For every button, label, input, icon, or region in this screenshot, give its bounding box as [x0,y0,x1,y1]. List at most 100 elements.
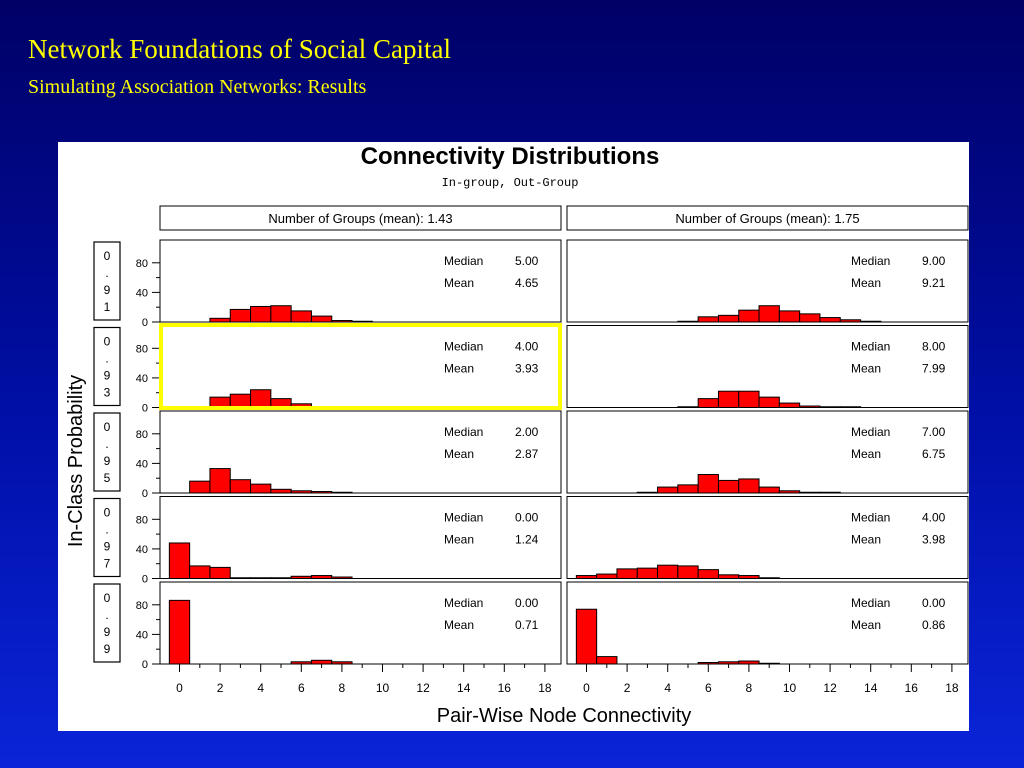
x-tick-label: 6 [298,681,305,695]
histogram-bar [839,319,862,323]
panel-frame [566,410,969,494]
y-tick-label: 40 [136,373,148,385]
histogram-bar [331,576,353,579]
column-header-box [159,205,562,231]
mean-value: 1.24 [515,533,539,547]
histogram-bar [331,491,353,494]
row-label-char: . [105,608,108,622]
mean-value: 0.71 [515,618,539,632]
median-value: 7.00 [922,425,946,439]
mean-label: Mean [444,362,474,376]
histogram-bar [310,315,333,323]
x-tick-label: 14 [864,681,878,695]
median-label: Median [851,596,890,610]
histogram-bar [860,320,882,323]
y-tick-label: 40 [136,287,148,299]
y-axis-label: In-Class Probability [65,375,87,547]
mean-label: Mean [851,533,881,547]
histogram-bar [819,491,841,494]
row-label-char: . [105,437,108,451]
histogram-bar [677,565,699,580]
row-label-char: 0 [104,335,111,349]
histogram-bar [290,575,312,579]
median-value: 0.00 [922,596,946,610]
row-label-char: 9 [104,540,111,554]
histogram-bar [758,577,780,580]
median-value: 5.00 [515,254,539,268]
histogram-bar [738,575,760,580]
histogram-bar [819,317,841,323]
mean-value: 2.87 [515,447,539,461]
histogram-bar [717,661,740,665]
mean-value: 4.65 [515,276,539,290]
histogram-bar [575,608,598,665]
row-label-char: 9 [104,283,111,297]
histogram-bar [270,305,292,323]
mean-value: 6.75 [922,447,946,461]
histogram-bar [697,569,719,579]
histogram-bar [270,577,292,580]
row-label-box [93,497,121,578]
histogram-bar [310,575,333,580]
row-label-char: 0 [104,249,111,263]
histogram-bar [697,474,719,494]
x-tick-label: 6 [705,681,712,695]
column-header-label: Number of Groups (mean): 1.43 [268,211,452,226]
histogram-bar [331,661,353,665]
panel-frame [566,325,969,408]
histogram-bar [697,316,719,323]
median-label: Median [444,596,483,610]
histogram-bar [250,577,272,580]
row-label-char: 9 [104,625,111,639]
median-value: 0.00 [515,596,539,610]
histogram-bar [758,396,780,408]
mean-label: Mean [851,276,881,290]
histogram-bar [250,389,272,409]
histogram-bar [209,566,231,579]
y-tick-label: 80 [136,429,148,441]
y-tick-label: 0 [142,574,148,586]
histogram-bar [616,568,638,580]
histogram-bar [758,486,780,494]
mean-label: Mean [444,533,474,547]
histogram-bar [738,660,760,665]
histogram-bar [209,396,231,408]
mean-label: Mean [851,618,881,632]
histogram-bar [250,305,272,323]
histogram-bar [575,575,598,580]
histogram-bar [677,484,699,494]
mean-label: Mean [851,362,881,376]
median-value: 0.00 [515,511,539,525]
histogram-bar [310,491,333,494]
histogram-bar [839,406,862,409]
y-tick-label: 0 [142,659,148,671]
slide-subtitle: Simulating Association Networks: Results [28,76,367,98]
y-tick-label: 40 [136,629,148,641]
mean-value: 0.86 [922,618,946,632]
histogram-bar [229,393,252,408]
median-label: Median [851,254,890,268]
x-tick-label: 16 [905,681,919,695]
median-label: Median [851,425,890,439]
panel-frame [159,325,562,408]
histogram-bar [677,320,699,323]
histogram-bar [697,398,719,408]
y-tick-label: 80 [136,343,148,355]
chart-subtitle: In-group, Out-Group [442,176,579,190]
y-tick-label: 40 [136,458,148,470]
histogram-bar [209,317,231,323]
median-label: Median [444,425,483,439]
histogram-bar [657,564,679,579]
median-value: 4.00 [515,340,539,354]
histogram-bar [636,491,659,494]
histogram-bar [310,659,333,665]
row-label-box [93,583,121,663]
histogram-bar [331,320,353,323]
histogram-bar [758,662,780,665]
row-label-box [93,326,121,407]
histogram-bar [799,405,821,408]
panel-frame [566,496,969,579]
histogram-bar [738,390,760,409]
histogram-bar [819,406,841,409]
histogram-bar [270,488,292,494]
